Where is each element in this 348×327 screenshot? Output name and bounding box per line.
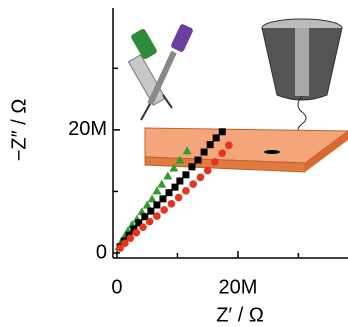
square-point <box>218 128 226 136</box>
circle-point <box>196 173 205 182</box>
square-point <box>176 177 184 185</box>
triangle-point <box>157 179 167 188</box>
triangle-point <box>175 155 185 164</box>
square-point <box>159 195 167 203</box>
square-point <box>194 156 202 164</box>
triangle-point <box>169 163 179 172</box>
circle-point <box>211 158 219 166</box>
square-point <box>135 219 143 227</box>
triangle-point <box>142 200 152 209</box>
circle-point <box>139 223 147 231</box>
square-point <box>182 171 190 179</box>
circle-point <box>203 166 212 175</box>
circle-point <box>225 141 233 150</box>
circle-point <box>126 234 135 243</box>
pens-illustration <box>127 24 193 121</box>
circle-point <box>145 217 154 226</box>
marks <box>114 128 233 252</box>
circle-point <box>160 206 168 214</box>
triangle-point <box>163 171 173 180</box>
circle-point <box>116 244 124 252</box>
triangle-point <box>147 194 157 203</box>
square-point <box>153 201 161 209</box>
square-point <box>171 183 179 191</box>
y-tick-label: 20M <box>68 118 107 140</box>
circle-point <box>174 193 183 202</box>
y-axis-label: −Z″ / Ω <box>8 99 30 162</box>
square-point <box>165 189 173 197</box>
circle-point <box>153 212 161 220</box>
plate-illustration <box>144 127 348 173</box>
square-point <box>206 141 214 149</box>
y-tick-label: 0 <box>96 241 107 263</box>
square-point <box>130 225 138 233</box>
x-tick-label: 20M <box>218 276 257 298</box>
triangle-point <box>152 186 162 195</box>
circle-point <box>121 239 129 247</box>
x-tick-label: 0 <box>111 276 122 298</box>
circle-point <box>189 180 197 188</box>
square-point <box>200 148 208 156</box>
circle-point <box>182 187 190 195</box>
circle-point <box>167 199 176 208</box>
triangle-point <box>182 146 192 155</box>
square-point <box>141 213 149 221</box>
square-point <box>212 134 220 142</box>
circle-point <box>218 149 227 158</box>
square-point <box>147 207 155 215</box>
beaker-illustration <box>261 18 343 156</box>
x-axis-label: Z′ / Ω <box>216 304 264 326</box>
square-point <box>188 163 196 171</box>
circle-point <box>132 228 141 237</box>
